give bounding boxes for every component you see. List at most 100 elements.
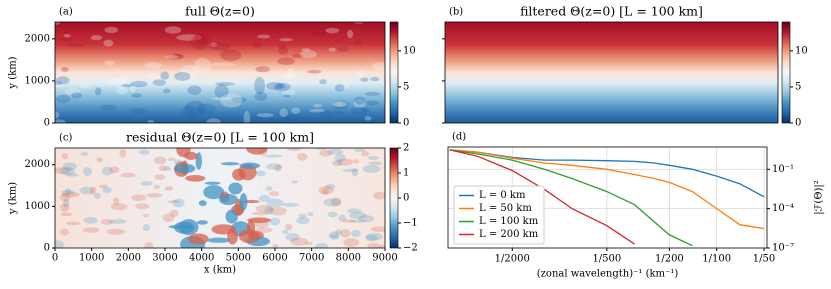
texture-blob (333, 100, 349, 110)
texture-blob (203, 185, 225, 200)
x-tick-label: 1/50 (753, 254, 775, 265)
texture-blob (64, 22, 81, 24)
texture-blob (60, 66, 69, 72)
texture-blob (83, 217, 98, 224)
x-tick-label: 1/500 (592, 254, 621, 265)
texture-blob (300, 50, 317, 59)
texture-blob (254, 91, 268, 101)
texture-blob (334, 153, 346, 163)
texture-blob (307, 212, 314, 217)
texture-blob (167, 157, 177, 162)
texture-blob (146, 193, 163, 198)
texture-blob (272, 243, 279, 248)
series-line (449, 149, 693, 247)
texture-blob (110, 203, 128, 211)
texture-blob (334, 101, 347, 108)
heatmap-field (55, 22, 385, 123)
texture-blob (131, 93, 143, 98)
texture-blob (264, 206, 274, 215)
texture-blob (282, 202, 299, 207)
texture-blob (265, 186, 273, 191)
colorbar (389, 21, 399, 124)
texture-blob (314, 28, 327, 37)
texture-blob (255, 66, 271, 73)
y-tick-label: 2000 (25, 159, 50, 170)
panel-label: (b) (449, 7, 463, 18)
texture-blob (182, 105, 196, 119)
x-tick-label: 6000 (262, 253, 287, 264)
texture-blob (254, 76, 266, 95)
x-tick-label: 1/100 (702, 254, 731, 265)
texture-blob (63, 33, 71, 38)
texture-blob (96, 157, 103, 163)
x-tick-label: 9000 (372, 253, 397, 264)
texture-blob (211, 224, 236, 235)
x-tick-label: 7000 (299, 253, 324, 264)
texture-blob (258, 195, 271, 202)
texture-blob (325, 184, 336, 190)
texture-blob (367, 242, 381, 248)
texture-blob (140, 181, 153, 186)
panel-title: filtered Θ(z=0) [L = 100 km] (520, 4, 703, 19)
texture-blob (326, 148, 344, 155)
texture-blob (334, 84, 345, 92)
texture-blob (246, 148, 268, 155)
texture-blob (198, 200, 207, 207)
texture-blob (59, 228, 69, 236)
texture-blob (55, 94, 71, 104)
texture-blob (215, 82, 235, 86)
plot-frame (447, 146, 768, 249)
texture-blob (323, 198, 342, 207)
texture-blob (162, 213, 175, 223)
panel-label: (a) (59, 7, 73, 18)
texture-blob (102, 166, 113, 176)
texture-blob (350, 107, 368, 116)
texture-blob (364, 91, 381, 96)
texture-blob (209, 42, 231, 51)
texture-blob (82, 167, 93, 176)
texture-blob (328, 47, 337, 52)
texture-blob (286, 148, 302, 152)
texture-blob (286, 68, 295, 77)
series-line (449, 149, 765, 230)
texture-blob (142, 213, 149, 218)
texture-blob (164, 26, 182, 34)
texture-blob (239, 162, 260, 169)
texture-blob (266, 81, 283, 90)
texture (55, 22, 385, 123)
texture-blob (130, 80, 148, 88)
texture-blob (331, 119, 347, 123)
texture-blob (108, 77, 126, 86)
texture-blob (147, 120, 155, 123)
colorbar-tick-label: 0 (795, 118, 801, 129)
texture-blob (119, 149, 127, 158)
texture-blob (273, 82, 291, 92)
texture-blob (211, 96, 233, 101)
colorbar-tick-label: −1 (403, 218, 418, 229)
texture-blob (160, 71, 170, 80)
texture-blob (265, 163, 283, 170)
texture-blob (316, 148, 328, 151)
texture-blob (113, 197, 120, 205)
texture-blob (162, 88, 171, 94)
texture-blob (61, 189, 75, 196)
texture-blob (184, 100, 206, 119)
texture-blob (108, 219, 127, 224)
texture-blob (313, 103, 322, 108)
y-axis-label: y (km) (8, 182, 19, 215)
texture-blob (319, 79, 327, 85)
texture-blob (354, 96, 366, 105)
texture-blob (146, 74, 161, 80)
plot-frame (54, 21, 386, 124)
texture-blob (281, 89, 296, 96)
texture-blob (310, 29, 327, 36)
x-tick-label: 1/200 (655, 254, 684, 265)
texture-blob (232, 168, 246, 181)
texture-blob (188, 233, 209, 245)
texture-blob (220, 49, 242, 62)
texture-blob (121, 84, 133, 88)
x-tick-label: 1000 (79, 253, 104, 264)
texture-blob (165, 54, 179, 59)
texture-blob (172, 53, 183, 58)
texture-blob (364, 116, 372, 121)
